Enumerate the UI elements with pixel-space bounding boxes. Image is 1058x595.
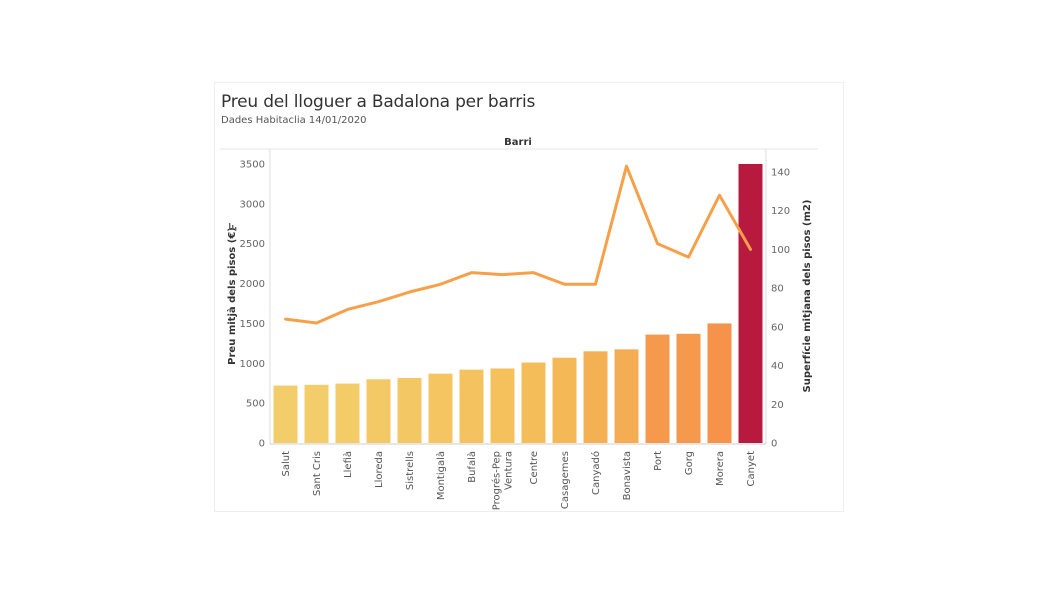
svg-text:Centre: Centre: [529, 451, 540, 484]
y-tick-label: 1500: [240, 319, 265, 330]
bar[interactable]: [738, 164, 763, 443]
bar[interactable]: [521, 362, 546, 443]
sort-descending-icon[interactable]: [229, 223, 237, 230]
y-tick-label: 0: [259, 439, 265, 450]
svg-text:Sant Cris: Sant Cris: [312, 451, 323, 496]
svg-text:Progrés-Pep: Progrés-Pep: [491, 451, 503, 510]
x-tick-label: Progrés-Pep Ventura: [491, 451, 515, 510]
svg-text:Bufalà: Bufalà: [466, 451, 478, 483]
y-tick-label: 3000: [240, 199, 265, 210]
svg-text:Montigalà: Montigalà: [435, 451, 447, 500]
bar[interactable]: [490, 368, 515, 443]
bar[interactable]: [614, 349, 639, 443]
x-tick-label: Canyet: [746, 451, 757, 487]
line-series: [284, 164, 752, 325]
bar[interactable]: [645, 334, 670, 443]
svg-text:Sistrells: Sistrells: [405, 451, 416, 490]
bar[interactable]: [335, 383, 360, 443]
svg-text:Ventura: Ventura: [504, 451, 515, 490]
plot-frame: [220, 148, 818, 445]
x-tick-label: Sistrells: [405, 451, 416, 490]
x-tick-label: Lloreda: [374, 451, 385, 488]
y2-axis-title: Superfície mitjana dels pisos (m2): [801, 200, 813, 393]
svg-text:Morera: Morera: [715, 451, 726, 486]
chart-title: Preu del lloguer a Badalona per barris: [221, 92, 536, 112]
y2-axis-ticks: 0 20 40 60 80 100 120 140: [771, 168, 790, 450]
y-tick-label: 2000: [240, 279, 265, 290]
y2-tick-label: 120: [771, 206, 790, 217]
svg-text:Bonavista: Bonavista: [622, 451, 633, 500]
x-tick-label: Bonavista: [622, 451, 633, 500]
bar[interactable]: [304, 384, 329, 443]
x-tick-label: Canyadó: [590, 451, 602, 495]
y-tick-label: 1000: [240, 359, 265, 370]
bar[interactable]: [583, 351, 608, 443]
svg-text:Salut: Salut: [281, 451, 292, 477]
svg-text:Canyet: Canyet: [746, 451, 757, 487]
x-tick-label: Morera: [715, 451, 726, 486]
x-tick-label: Port: [653, 451, 664, 471]
x-tick-label: Montigalà: [435, 451, 447, 500]
chart-subtitle: Dades Habitaclia 14/01/2020: [221, 115, 367, 126]
bar[interactable]: [459, 369, 484, 443]
bar[interactable]: [397, 378, 422, 443]
y-tick-label: 2500: [240, 239, 265, 250]
svg-text:Port: Port: [653, 451, 664, 471]
bar[interactable]: [676, 333, 701, 443]
y-axis-ticks: 0 500 1000 1500 2000 2500 3000 3500: [240, 160, 265, 450]
y-tick-label: 3500: [240, 160, 265, 171]
x-tick-label: Casagemes: [560, 451, 571, 509]
category-labels: Salut Sant Cris Llefià Lloreda Sistrells Mont…: [281, 451, 757, 510]
line-path[interactable]: [284, 164, 752, 325]
y2-tick-label: 80: [771, 284, 784, 295]
y2-tick-label: 40: [771, 361, 784, 372]
svg-text:Llefià: Llefià: [342, 451, 354, 478]
x-tick-label: Bufalà: [466, 451, 478, 483]
svg-text:Gorg: Gorg: [684, 451, 695, 475]
bar[interactable]: [366, 379, 391, 443]
bar[interactable]: [707, 323, 732, 443]
x-tick-label: Sant Cris: [312, 451, 323, 496]
bar[interactable]: [552, 357, 577, 443]
bar[interactable]: [428, 373, 453, 443]
y2-tick-label: 100: [771, 245, 790, 256]
svg-text:Lloreda: Lloreda: [374, 451, 385, 488]
svg-text:Canyadó: Canyadó: [590, 451, 602, 495]
svg-text:Casagemes: Casagemes: [560, 451, 571, 509]
bar[interactable]: [273, 385, 298, 443]
y-axis-title: Preu mitjà dels pisos (€): [226, 227, 238, 365]
y-tick-label: 500: [246, 399, 265, 410]
y2-tick-label: 20: [771, 400, 784, 411]
y2-tick-label: 60: [771, 322, 784, 333]
bar-series: [273, 164, 763, 443]
x-tick-label: Centre: [529, 451, 540, 484]
x-tick-label: Gorg: [684, 451, 695, 475]
y2-tick-label: 0: [771, 439, 777, 450]
x-tick-label: Llefià: [342, 451, 354, 478]
x-axis-title: Barri: [504, 137, 532, 148]
y2-tick-label: 140: [771, 168, 790, 179]
x-tick-label: Salut: [281, 451, 292, 477]
